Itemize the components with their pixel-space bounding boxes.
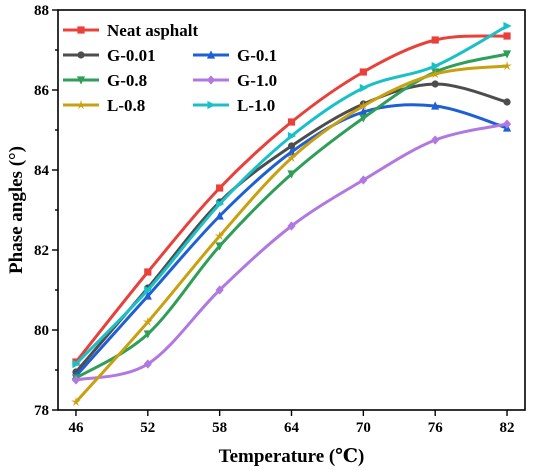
- x-tick-label: 70: [356, 420, 371, 436]
- data-point: [503, 21, 512, 31]
- data-point: [143, 291, 152, 300]
- legend-item: G-0.8: [63, 71, 147, 90]
- x-tick-label: 76: [428, 420, 444, 436]
- y-axis-title: Phase angles (°): [6, 146, 27, 274]
- series-l-0-8: [71, 60, 512, 407]
- legend-swatch-marker: [76, 99, 86, 110]
- data-point: [502, 50, 512, 59]
- data-point: [215, 211, 224, 220]
- data-point: [287, 131, 297, 141]
- legend-swatch-marker: [207, 100, 216, 110]
- data-point: [431, 36, 439, 44]
- data-point: [430, 68, 441, 79]
- data-point: [359, 114, 368, 123]
- legend-item: Neat asphalt: [63, 21, 198, 40]
- legend-swatch-marker: [206, 75, 216, 85]
- data-point: [431, 80, 439, 88]
- y-tick-label: 80: [34, 323, 49, 339]
- data-point: [286, 152, 297, 163]
- legend-item: G-0.01: [63, 46, 156, 65]
- y-tick-label: 88: [34, 3, 49, 19]
- series-layer: [71, 21, 512, 407]
- data-point: [287, 221, 296, 231]
- x-tick-label: 52: [140, 420, 155, 436]
- x-tick-label: 64: [284, 420, 300, 436]
- x-tick-label: 46: [68, 420, 84, 436]
- data-point: [144, 285, 153, 295]
- data-point: [431, 135, 440, 145]
- data-point: [359, 83, 368, 93]
- data-point: [359, 68, 367, 76]
- x-tick-label: 58: [212, 420, 227, 436]
- legend-swatch-marker: [206, 50, 216, 59]
- data-point: [214, 230, 225, 241]
- data-point: [287, 170, 296, 179]
- data-point: [143, 359, 152, 369]
- data-point: [144, 268, 152, 276]
- y-tick-label: 84: [34, 163, 50, 179]
- data-point: [72, 359, 81, 369]
- series-g-1-0: [71, 119, 512, 385]
- data-point: [216, 184, 224, 192]
- data-point: [287, 142, 296, 150]
- y-tick-label: 78: [34, 403, 49, 419]
- series-l-1-0: [72, 21, 512, 369]
- legend-label: G-1.0: [237, 71, 277, 90]
- data-point: [71, 375, 81, 385]
- legend-item: G-1.0: [193, 71, 277, 90]
- y-tick-label: 86: [34, 83, 50, 99]
- data-point: [287, 147, 296, 156]
- x-tick-label: 82: [500, 420, 515, 436]
- legend-item: L-1.0: [193, 96, 275, 115]
- data-point: [215, 285, 224, 295]
- data-point: [215, 242, 224, 251]
- y-tick-label: 82: [34, 243, 49, 259]
- legend-item: L-0.8: [63, 96, 145, 115]
- data-point: [502, 60, 512, 71]
- data-point: [142, 316, 153, 327]
- x-axis-title: Temperature (℃): [219, 446, 365, 467]
- data-point: [503, 98, 511, 106]
- data-point: [216, 199, 225, 209]
- series-line: [74, 64, 508, 404]
- data-point: [359, 175, 368, 185]
- data-point: [359, 107, 368, 116]
- axes: 46 52 58 64 70 76 82 78 80 82 84 86 88: [34, 3, 526, 436]
- legend-label: G-0.1: [237, 46, 277, 65]
- legend-label: G-0.01: [107, 46, 156, 65]
- data-point: [71, 396, 81, 407]
- legend-label: G-0.8: [107, 71, 147, 90]
- data-point: [502, 119, 512, 129]
- legend-swatch-marker: [76, 76, 86, 85]
- legend-swatch-marker: [77, 26, 85, 34]
- legend: Neat asphalt G-0.01 G-0.1 G-0.8 G-1.0 L-0.8 L-…: [63, 21, 277, 115]
- data-point: [143, 330, 152, 339]
- legend-label: L-1.0: [237, 96, 275, 115]
- data-point: [358, 100, 369, 111]
- legend-item: G-0.1: [193, 46, 277, 65]
- legend-swatch-marker: [77, 51, 85, 59]
- data-point: [287, 118, 296, 126]
- data-point: [431, 101, 440, 110]
- data-point: [503, 32, 511, 40]
- legend-label: Neat asphalt: [107, 21, 198, 40]
- data-point: [431, 61, 440, 71]
- legend-label: L-0.8: [107, 96, 145, 115]
